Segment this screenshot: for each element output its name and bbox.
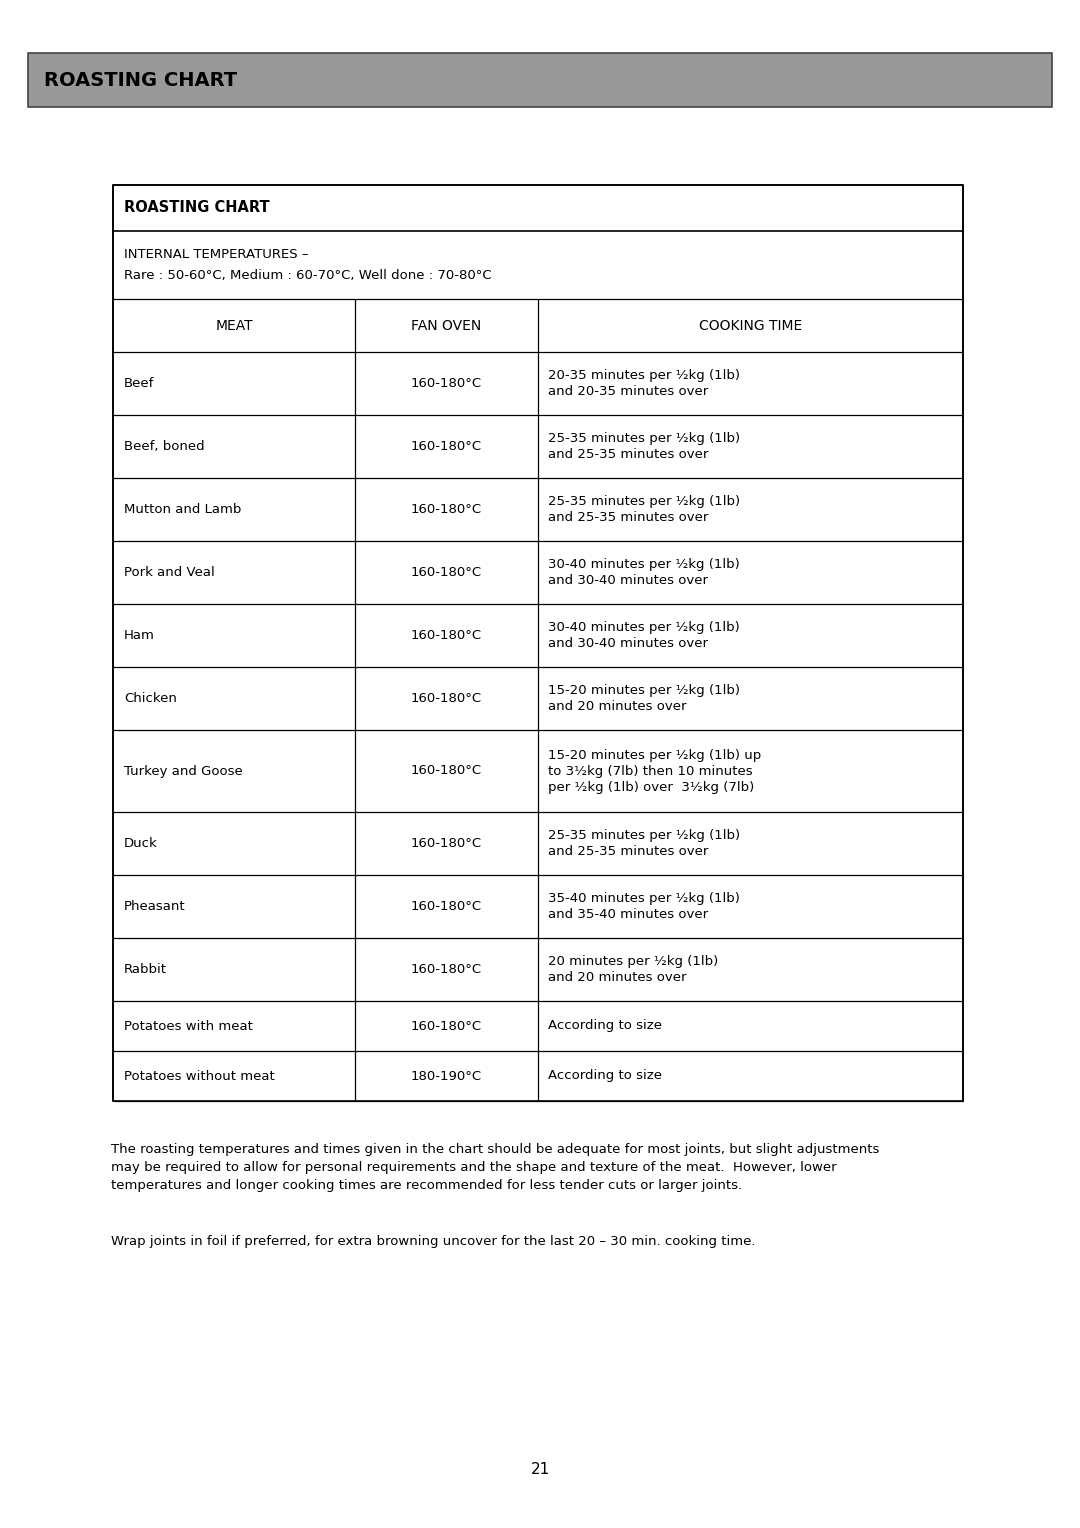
Text: 30-40 minutes per ½kg (1lb): 30-40 minutes per ½kg (1lb)	[548, 620, 740, 634]
Text: 160-180°C: 160-180°C	[410, 1019, 482, 1033]
Text: 160-180°C: 160-180°C	[410, 900, 482, 914]
Text: The roasting temperatures and times given in the chart should be adequate for mo: The roasting temperatures and times give…	[111, 1143, 879, 1157]
Text: Beef, boned: Beef, boned	[124, 440, 204, 452]
Text: and 25-35 minutes over: and 25-35 minutes over	[548, 845, 708, 859]
Text: and 20 minutes over: and 20 minutes over	[548, 700, 687, 714]
Text: 160-180°C: 160-180°C	[410, 377, 482, 390]
Text: FAN OVEN: FAN OVEN	[411, 318, 482, 333]
Text: According to size: According to size	[548, 1070, 662, 1082]
Text: and 30-40 minutes over: and 30-40 minutes over	[548, 637, 708, 649]
Text: 160-180°C: 160-180°C	[410, 503, 482, 516]
Text: and 35-40 minutes over: and 35-40 minutes over	[548, 908, 708, 921]
Text: COOKING TIME: COOKING TIME	[699, 318, 802, 333]
Text: 25-35 minutes per ½kg (1lb): 25-35 minutes per ½kg (1lb)	[548, 495, 740, 507]
Bar	[113, 185, 963, 1102]
Text: 15-20 minutes per ½kg (1lb) up: 15-20 minutes per ½kg (1lb) up	[548, 749, 761, 761]
Bar	[28, 53, 1052, 107]
Text: 25-35 minutes per ½kg (1lb): 25-35 minutes per ½kg (1lb)	[548, 830, 740, 842]
Text: 160-180°C: 160-180°C	[410, 692, 482, 704]
Text: 160-180°C: 160-180°C	[410, 837, 482, 850]
Text: ROASTING CHART: ROASTING CHART	[124, 200, 270, 215]
Text: Potatoes with meat: Potatoes with meat	[124, 1019, 253, 1033]
Text: Pork and Veal: Pork and Veal	[124, 565, 215, 579]
Text: and 20 minutes over: and 20 minutes over	[548, 970, 687, 984]
Text: 25-35 minutes per ½kg (1lb): 25-35 minutes per ½kg (1lb)	[548, 432, 740, 445]
Text: 21: 21	[530, 1462, 550, 1478]
Text: Potatoes without meat: Potatoes without meat	[124, 1070, 274, 1082]
Text: 20 minutes per ½kg (1lb): 20 minutes per ½kg (1lb)	[548, 955, 718, 969]
Text: 15-20 minutes per ½kg (1lb): 15-20 minutes per ½kg (1lb)	[548, 685, 740, 697]
Text: may be required to allow for personal requirements and the shape and texture of : may be required to allow for personal re…	[111, 1161, 837, 1174]
Text: and 20-35 minutes over: and 20-35 minutes over	[548, 385, 708, 397]
Text: 160-180°C: 160-180°C	[410, 440, 482, 452]
Text: Rare : 50-60°C, Medium : 60-70°C, Well done : 70-80°C: Rare : 50-60°C, Medium : 60-70°C, Well d…	[124, 269, 491, 283]
Text: MEAT: MEAT	[215, 318, 253, 333]
Text: 20-35 minutes per ½kg (1lb): 20-35 minutes per ½kg (1lb)	[548, 368, 740, 382]
Text: and 30-40 minutes over: and 30-40 minutes over	[548, 575, 708, 587]
Text: and 25-35 minutes over: and 25-35 minutes over	[548, 448, 708, 461]
Text: ROASTING CHART: ROASTING CHART	[44, 70, 238, 90]
Text: to 3½kg (7lb) then 10 minutes: to 3½kg (7lb) then 10 minutes	[548, 764, 753, 778]
Text: per ½kg (1lb) over  3½kg (7lb): per ½kg (1lb) over 3½kg (7lb)	[548, 781, 754, 793]
Text: Wrap joints in foil if preferred, for extra browning uncover for the last 20 – 3: Wrap joints in foil if preferred, for ex…	[111, 1235, 756, 1248]
Text: Duck: Duck	[124, 837, 158, 850]
Text: temperatures and longer cooking times are recommended for less tender cuts or la: temperatures and longer cooking times ar…	[111, 1180, 742, 1192]
Text: Mutton and Lamb: Mutton and Lamb	[124, 503, 241, 516]
Text: Beef: Beef	[124, 377, 154, 390]
Text: Turkey and Goose: Turkey and Goose	[124, 764, 243, 778]
Text: 160-180°C: 160-180°C	[410, 764, 482, 778]
Text: Rabbit: Rabbit	[124, 963, 167, 976]
Text: Chicken: Chicken	[124, 692, 177, 704]
Text: According to size: According to size	[548, 1019, 662, 1033]
Text: INTERNAL TEMPERATURES –: INTERNAL TEMPERATURES –	[124, 248, 309, 260]
Text: Pheasant: Pheasant	[124, 900, 186, 914]
Text: 30-40 minutes per ½kg (1lb): 30-40 minutes per ½kg (1lb)	[548, 558, 740, 571]
Text: 180-190°C: 180-190°C	[410, 1070, 482, 1082]
Text: 160-180°C: 160-180°C	[410, 630, 482, 642]
Text: 160-180°C: 160-180°C	[410, 565, 482, 579]
Text: and 25-35 minutes over: and 25-35 minutes over	[548, 510, 708, 524]
Text: Ham: Ham	[124, 630, 154, 642]
Text: 35-40 minutes per ½kg (1lb): 35-40 minutes per ½kg (1lb)	[548, 892, 740, 905]
Text: 160-180°C: 160-180°C	[410, 963, 482, 976]
